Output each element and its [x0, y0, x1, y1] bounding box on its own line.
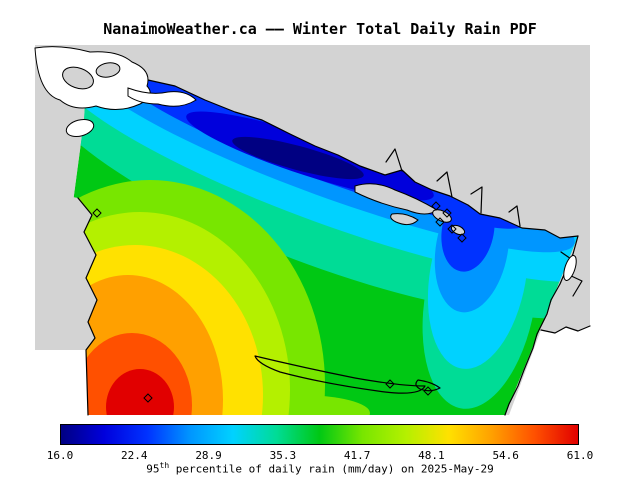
fjord-inlet-1 [385, 148, 403, 172]
west-landmass [35, 190, 97, 350]
station-diamond [447, 224, 457, 234]
mainland-coastline [87, 56, 579, 239]
colorbar-tick: 48.1 [418, 449, 445, 462]
east-inlet-water [563, 255, 577, 281]
station-diamond [423, 386, 433, 396]
colorbar-tick: 16.0 [46, 449, 74, 462]
station-diamond [435, 217, 445, 227]
colorbar-tick: 54.6 [492, 449, 519, 462]
southeast-water [509, 326, 590, 415]
caption-ordinal: th [159, 461, 170, 470]
station-diamond [385, 379, 395, 389]
station-diamond [92, 208, 102, 218]
gabriola-outline [415, 379, 441, 392]
island-lasqueti [390, 213, 419, 226]
page-title: NanaimoWeather.ca —— Winter Total Daily … [103, 20, 537, 38]
island-topleft-1 [62, 66, 94, 90]
caption-number: 95 [146, 462, 160, 476]
colorbar-tick: 35.3 [269, 449, 297, 462]
fjord-inlet-2 [436, 171, 453, 198]
west-coastline [77, 197, 98, 416]
island-topleft-2 [95, 62, 121, 78]
colorbar-tick: 61.0 [566, 449, 594, 462]
contour-band-navy-core [232, 136, 364, 180]
west-water [35, 350, 88, 415]
colorbar [60, 424, 579, 445]
fjord-inlet-4 [508, 205, 521, 227]
contour-band-red-core [106, 369, 174, 415]
colorbar-tick: 41.7 [343, 449, 371, 462]
station-diamond [431, 201, 441, 211]
caption-text: percentile of daily rain (mm/day) on 202… [169, 462, 494, 476]
colorbar-caption: 95th percentile of daily rain (mm/day) o… [0, 461, 640, 476]
colorbar-tick: 28.9 [195, 449, 222, 462]
channel-water-2 [127, 87, 197, 107]
southeast-coastline [540, 325, 591, 334]
fjord-inlet-3 [470, 186, 483, 214]
station-diamond [143, 393, 153, 403]
station-markers [92, 201, 467, 403]
station-diamond [442, 208, 452, 218]
colorbar-ticks: 16.0 22.4 28.9 35.3 41.7 48.1 54.6 61.0 [40, 449, 600, 462]
colorbar-tick: 22.4 [121, 449, 148, 462]
station-diamond [457, 233, 467, 243]
channel-water-3 [65, 118, 95, 138]
nanaimo-shoreline [254, 355, 426, 394]
